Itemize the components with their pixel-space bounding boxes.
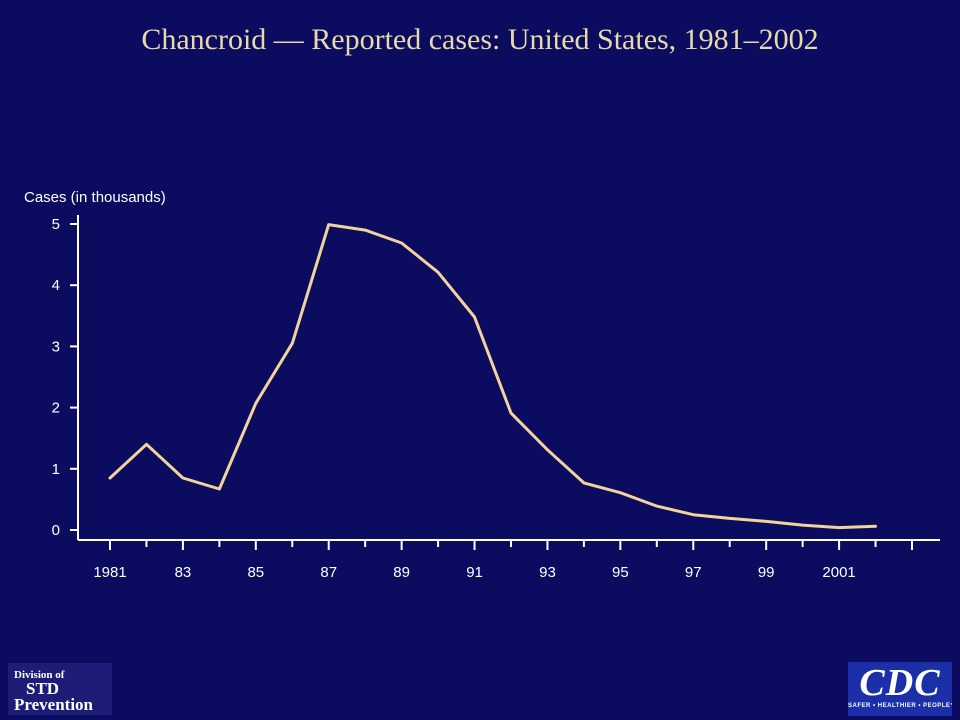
- std-logo-line3: Prevention: [14, 695, 94, 714]
- y-tick-label: 1: [52, 461, 60, 478]
- std-logo-line1: Division of: [14, 669, 65, 681]
- cdc-logo-tagline: SAFER • HEALTHIER • PEOPLE™: [848, 703, 952, 709]
- x-tick-label: 95: [612, 564, 629, 581]
- y-tick-label: 5: [52, 216, 60, 233]
- x-tick-label: 89: [393, 564, 410, 581]
- cdc-logo-text: CDC: [859, 662, 941, 704]
- x-tick-label: 91: [466, 564, 483, 581]
- y-axis-label: Cases (in thousands): [24, 189, 166, 206]
- x-tick-label: 99: [758, 564, 775, 581]
- x-tick-label: 93: [539, 564, 556, 581]
- y-tick-label: 0: [52, 522, 60, 539]
- cdc-logo: CDC SAFER • HEALTHIER • PEOPLE™: [848, 662, 952, 716]
- x-tick-label: 87: [320, 564, 337, 581]
- std-prevention-logo: Division of STD Prevention: [8, 663, 112, 715]
- x-tick-label: 2001: [822, 564, 855, 581]
- x-tick-label: 83: [175, 564, 192, 581]
- std-logo-line2: STD: [26, 679, 60, 698]
- series-line: [108, 223, 877, 530]
- y-tick-label: 2: [52, 400, 60, 417]
- y-tick-label: 4: [52, 277, 60, 294]
- x-tick-label: 1981: [93, 564, 126, 581]
- x-tick-label: 97: [685, 564, 702, 581]
- y-tick-label: 3: [52, 338, 60, 355]
- x-tick-label: 85: [247, 564, 264, 581]
- chart-title: Chancroid — Reported cases: United State…: [141, 23, 819, 56]
